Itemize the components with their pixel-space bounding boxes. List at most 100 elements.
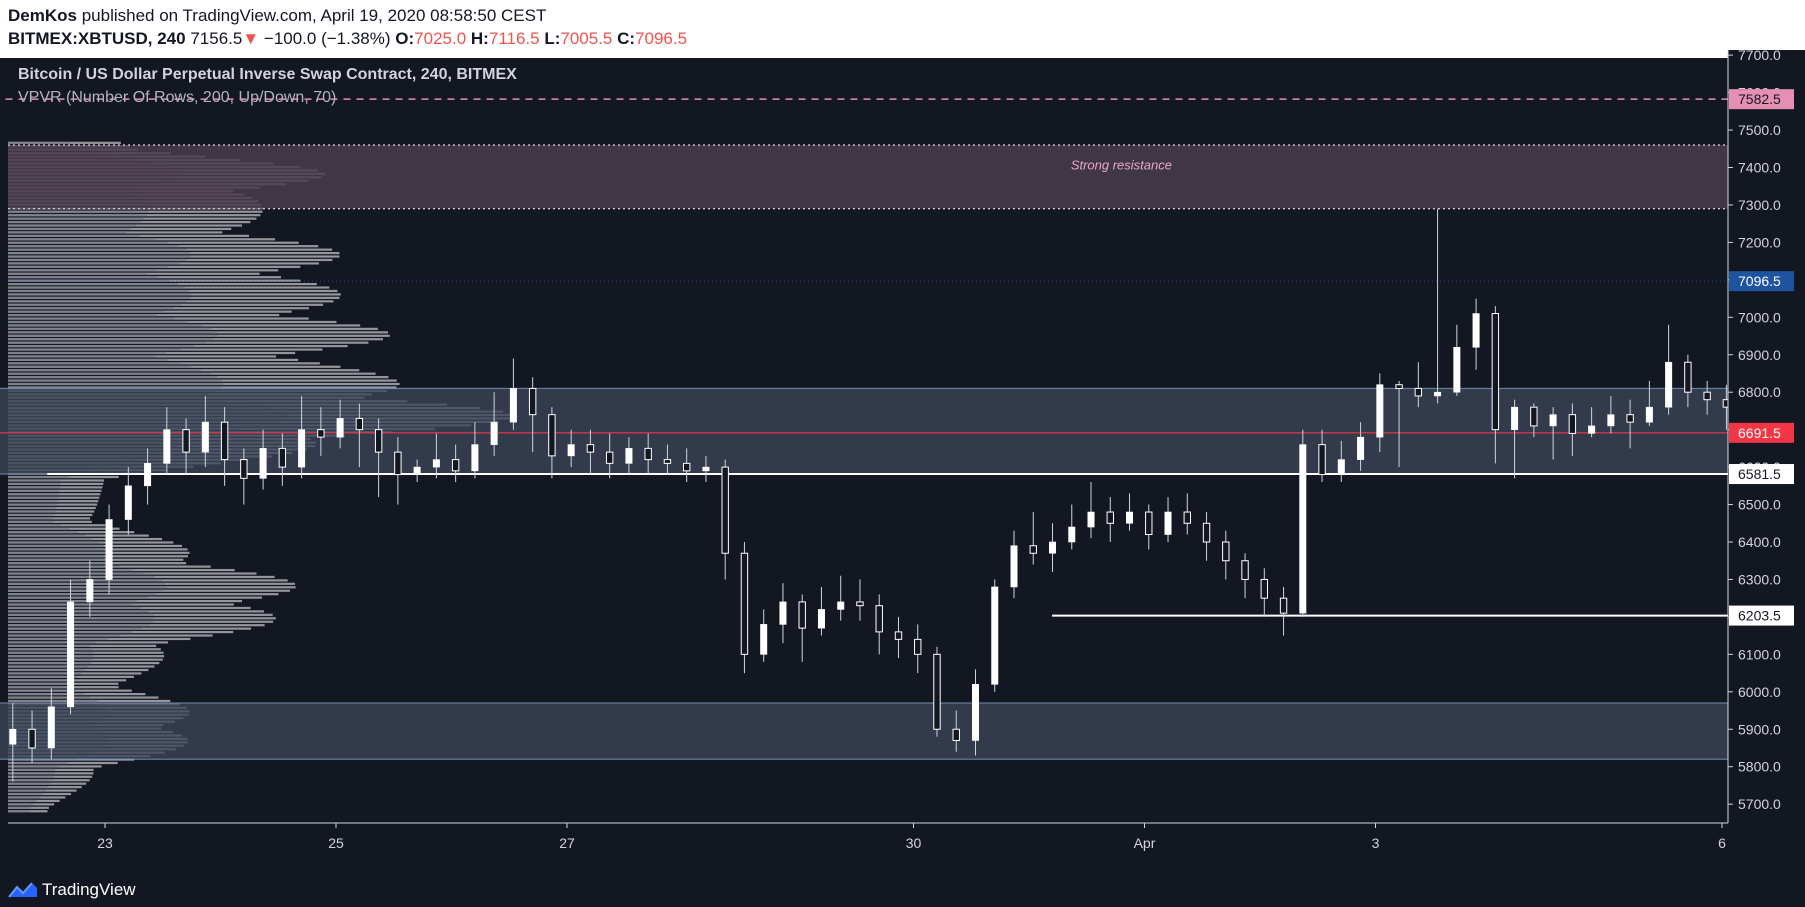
volume-bar-up [8,637,109,641]
price-label-text: 6203.5 [1738,608,1781,624]
time-tick-label: 30 [906,835,922,851]
candle [1665,324,1673,415]
volume-bar-up [8,658,94,661]
last-price: 7156.5 [190,29,243,48]
candle-body-down [1491,313,1500,431]
volume-bar-up [8,382,224,386]
price-label-bg [1729,271,1794,292]
author-name[interactable]: DemKos [8,6,77,25]
publish-info: DemKos published on TradingView.com, Apr… [8,6,546,26]
vpvr-indicator-label[interactable]: VPVR (Number Of Rows, 200, Up/Down, 70) [18,89,337,106]
candle-body-up [9,728,17,745]
volume-bar-up [8,479,61,482]
candle-body-up [1049,541,1057,554]
candle-body-up [1472,313,1480,348]
candle [1453,324,1461,396]
volume-bar-up [8,792,43,796]
candle [1106,497,1114,542]
volume-bar-up [8,214,147,217]
candle-body-up [432,459,440,468]
candle [721,459,729,580]
candle [1164,497,1172,542]
candle-body-up [471,444,479,472]
volume-bar-up [8,641,96,644]
volume-bar-up [8,593,157,596]
candle-body-up [1453,346,1461,393]
volume-bar-up [8,475,69,479]
time-tick-label: 6 [1718,835,1726,851]
candle [1318,429,1326,483]
volume-bar-up [8,765,60,768]
price-label-bg [1729,89,1794,110]
price-label-text: 7096.5 [1738,273,1781,289]
candle [1202,512,1211,561]
candle-body-up [201,421,209,453]
candle [625,437,633,475]
volume-bar-up [8,269,157,272]
volume-bar-up [8,768,56,771]
volume-bar-up [8,234,141,237]
candle-body-down [220,421,229,461]
candle [1222,530,1230,580]
resistance-zone [8,145,1728,209]
candle-body-down [894,631,903,640]
volume-bar-up [8,224,137,227]
volume-bar-up [8,589,164,592]
volume-bar-up [8,500,58,503]
candle-body-down [1703,391,1711,401]
candle [1010,530,1018,599]
volume-bar-up [8,331,218,334]
candle-body-down [374,429,383,453]
price-label-bg [1729,422,1794,443]
candle [1357,422,1365,471]
candle [914,624,922,674]
candle-body-down [1318,444,1326,476]
candle [1183,493,1191,535]
volume-bar-up [8,227,131,231]
tradingview-logo-icon[interactable] [8,880,38,900]
candle [1491,306,1500,464]
candle-body-down [952,728,960,741]
price-tick-label: 6500.0 [1738,497,1781,513]
volume-bar-up [8,217,145,220]
volume-bar-up [8,489,60,492]
time-axis[interactable]: 23252730Apr3681013151720 [8,822,1805,851]
volume-bar-up [8,320,189,324]
candle-body-up [1549,414,1557,427]
candle-body-down [1395,384,1403,389]
volume-bar-up [8,258,187,262]
price-tick-label: 5800.0 [1738,759,1781,775]
candle-body-down [875,605,883,633]
volume-bar-up [8,365,191,368]
candle-body-up [1068,526,1076,543]
price-tick-label: 5900.0 [1738,721,1781,737]
candle-body-down [317,429,325,438]
volume-bar-up [8,324,202,327]
volume-bar-up [8,692,84,696]
symbol-label[interactable]: BITMEX:XBTUSD, 240 [8,29,186,48]
candle-body-down [1414,387,1423,397]
candle [991,579,999,692]
candle-body-down [394,451,402,476]
ohlc-legend: BITMEX:XBTUSD, 240 7156.5▼ −100.0 (−1.38… [8,29,687,49]
volume-bar-up [8,686,69,689]
volume-bar-up [8,372,211,375]
volume-bar-up [8,544,104,548]
candle [144,448,152,505]
price-axis[interactable]: 5700.05800.05900.06000.06100.06200.06300… [1727,47,1805,823]
candle-body-down [1222,541,1230,562]
candle [1626,399,1634,449]
candle-body-up [1010,545,1018,588]
candle [163,407,171,475]
candle-body-up [163,429,171,464]
candle [220,407,229,486]
candle-body-up [1645,406,1653,423]
annotation-label: Strong resistance [1071,157,1172,172]
volume-bar-up [8,682,69,685]
footer-brand[interactable]: TradingView [42,879,136,899]
candle-body-up [1164,511,1172,535]
candle [1279,586,1288,636]
price-label-blue: 7096.5 [1729,271,1794,292]
volume-bar-up [8,651,94,654]
